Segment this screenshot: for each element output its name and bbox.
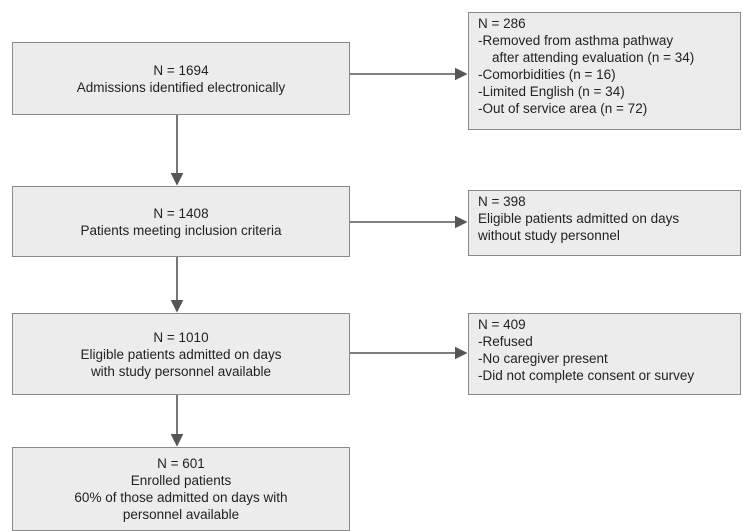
exclusion-box: N = 398 Eligible patients admitted on day…: [468, 190, 741, 256]
label: -No caregiver present: [478, 351, 608, 366]
label: without study personnel: [478, 228, 620, 243]
flow-box: N = 1694 Admissions identified electronic…: [12, 42, 350, 115]
label: Eligible patients admitted on days: [478, 211, 680, 226]
label: after attending evaluation (n = 34): [492, 50, 695, 65]
flow-box: N = 601 Enrolled patients 60% of those adm…: [12, 447, 350, 531]
label: -Comorbidities (n = 16): [478, 67, 616, 82]
count: N = 601: [157, 456, 205, 471]
label: 60% of those admitted on days with: [74, 490, 288, 505]
label: -Limited English (n = 34): [478, 84, 625, 99]
count: N = 1408: [153, 205, 209, 221]
count: N = 409: [478, 317, 526, 332]
label: -Out of service area (n = 72): [478, 101, 648, 116]
label: -Did not complete consent or survey: [478, 368, 695, 383]
label: personnel available: [122, 507, 240, 522]
label: Admissions identified electronically: [76, 79, 286, 95]
count: N = 286: [478, 16, 526, 31]
count: N = 1694: [153, 62, 209, 78]
label: Enrolled patients: [130, 473, 232, 488]
label: Eligible patients admitted on days: [80, 346, 282, 362]
label: -Removed from asthma pathway: [478, 33, 674, 48]
count: N = 1010: [153, 329, 209, 345]
exclusion-box: N = 409 -Refused -No caregiver present -Did…: [468, 313, 741, 395]
label: Patients meeting inclusion criteria: [80, 222, 282, 238]
label: -Refused: [478, 334, 533, 349]
flow-box: N = 1010 Eligible patients admitted on da…: [12, 313, 350, 395]
flow-box: N = 1408 Patients meeting inclusion crite…: [12, 186, 350, 257]
count: N = 398: [478, 194, 526, 209]
label: with study personnel available: [90, 363, 272, 379]
exclusion-box: N = 286 -Removed from asthma pathway after…: [468, 12, 741, 130]
